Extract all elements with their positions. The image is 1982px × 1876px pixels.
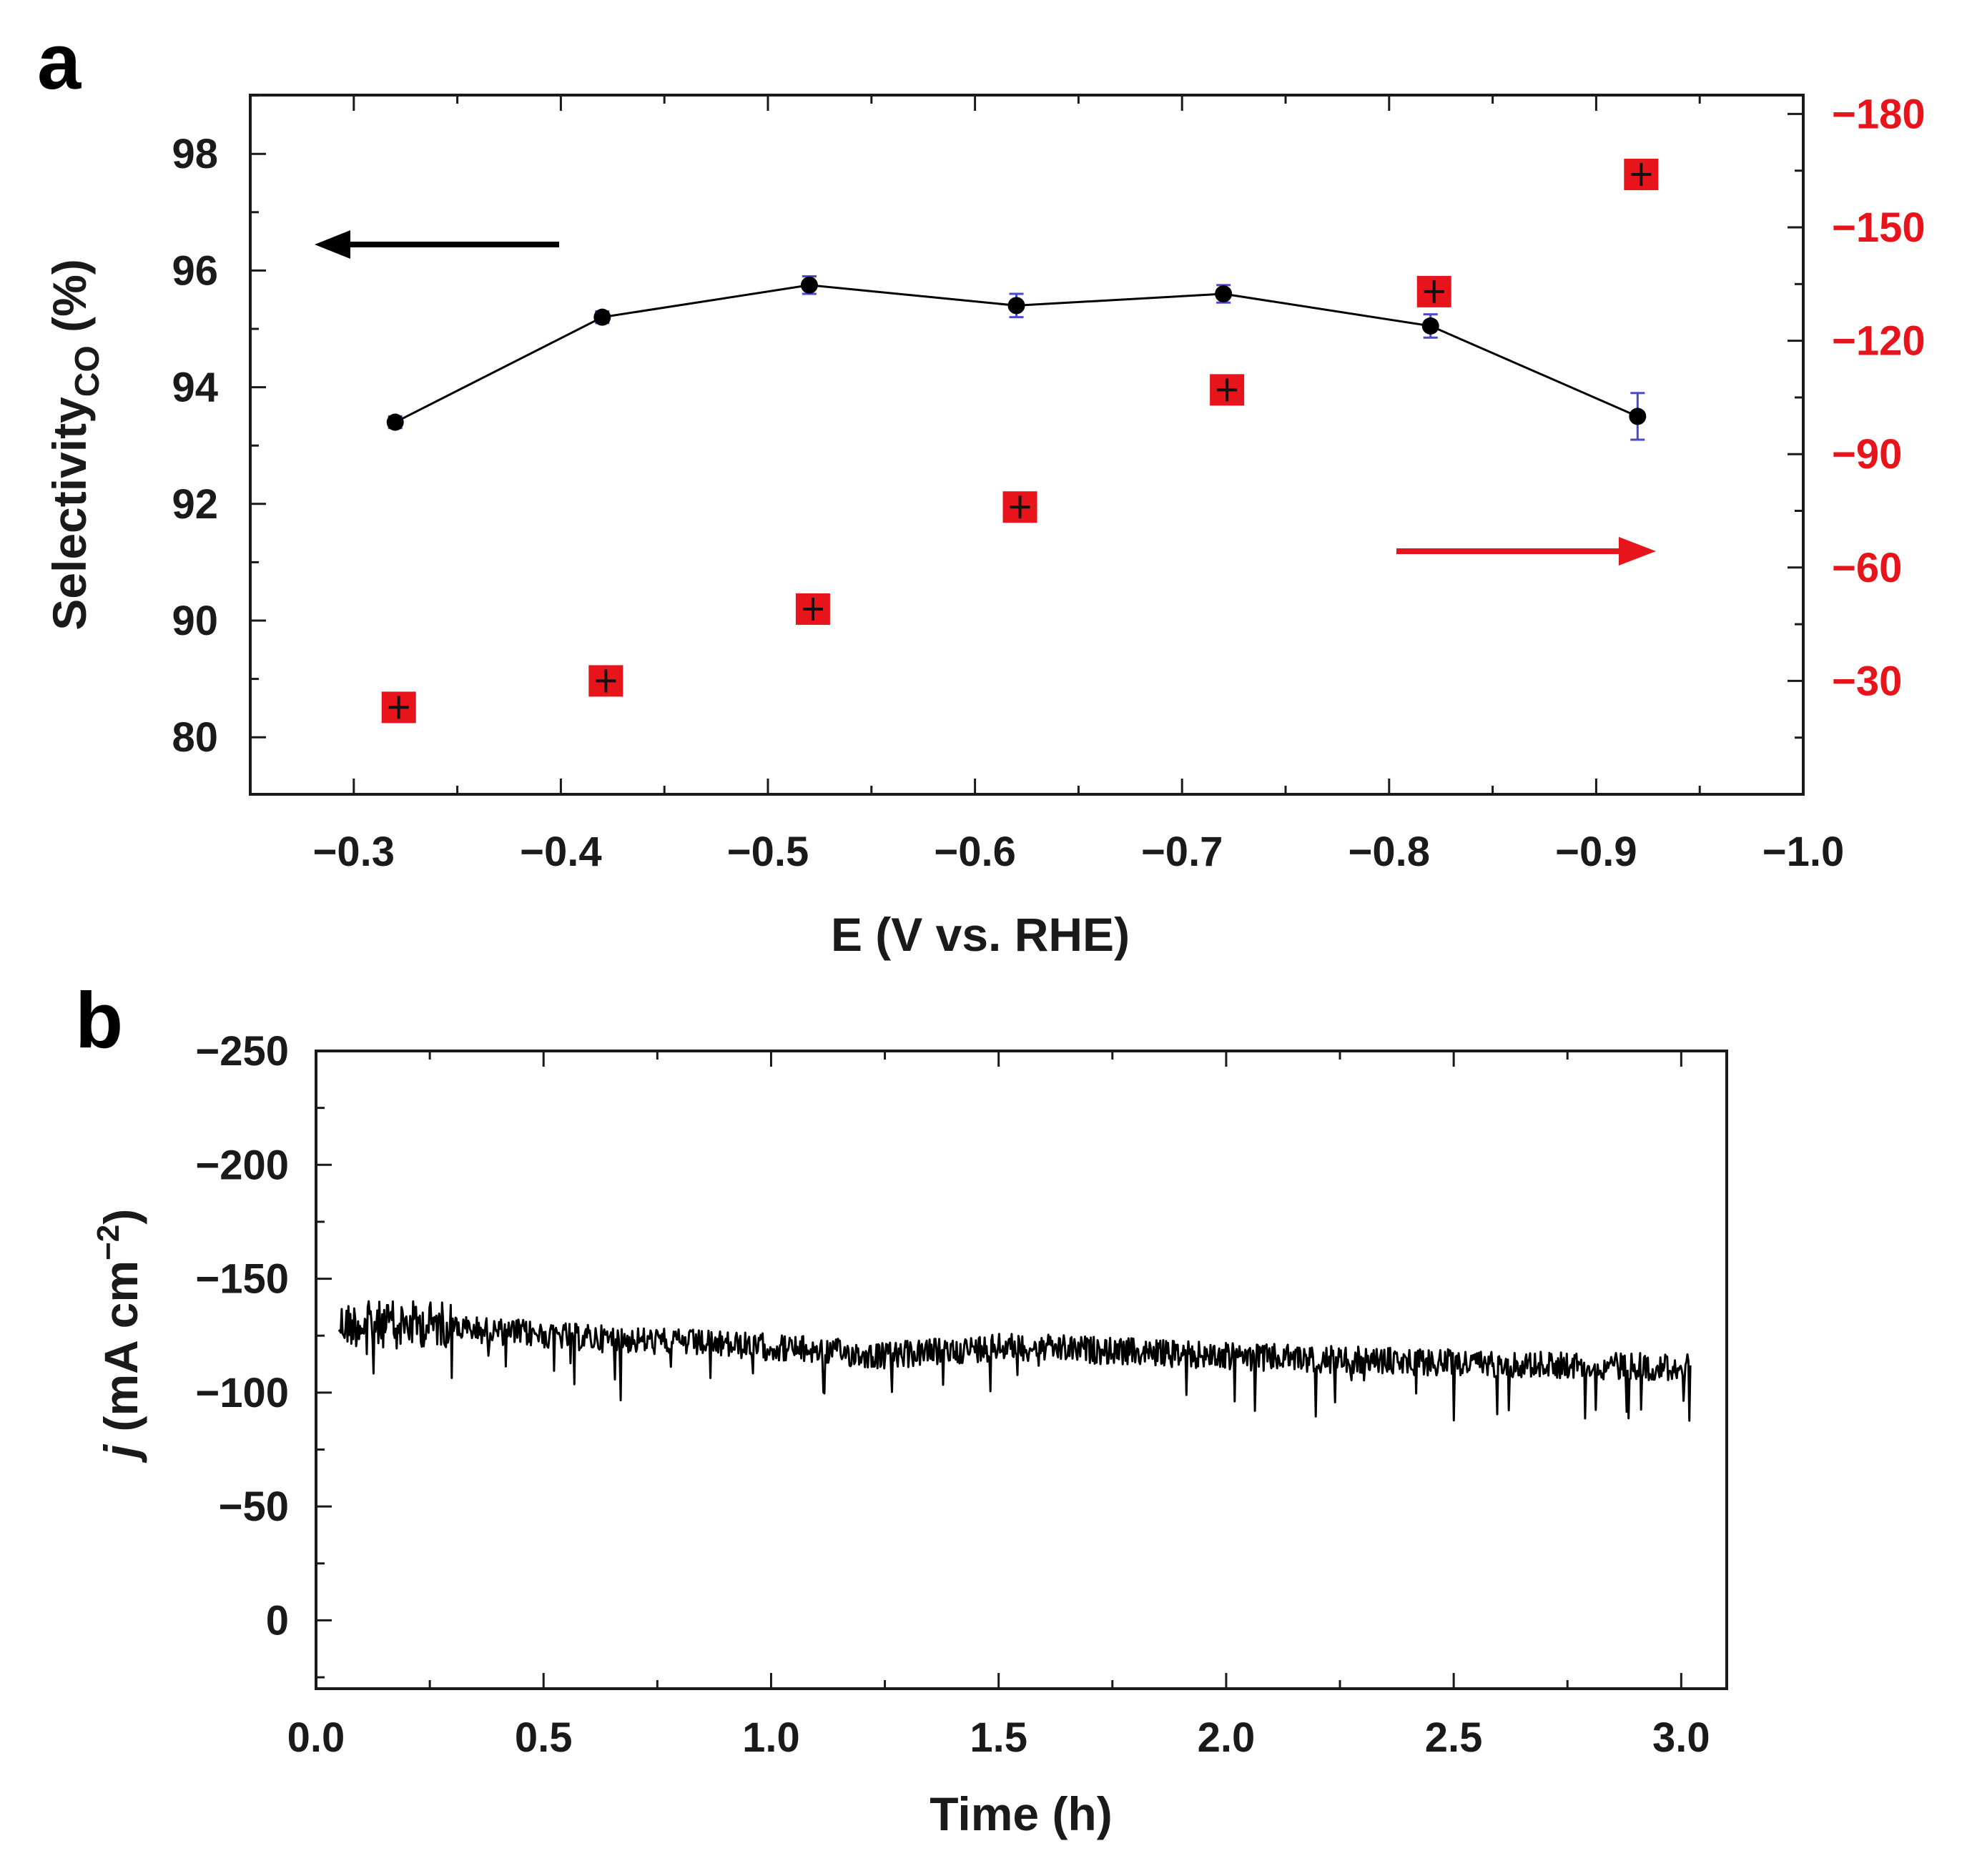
selectivity-point bbox=[1007, 297, 1025, 315]
x-tick-label: −0.4 bbox=[520, 829, 602, 875]
selectivity-point bbox=[800, 276, 818, 294]
x-tick-label: 2.0 bbox=[1198, 1714, 1256, 1761]
x-tick-label: 3.0 bbox=[1652, 1714, 1710, 1761]
panel-b-current-trace bbox=[337, 1300, 1692, 1422]
panel-a-frame bbox=[249, 94, 1805, 796]
selectivity-point bbox=[1421, 317, 1439, 335]
x-tick-label: −0.5 bbox=[727, 829, 809, 875]
x-tick-label: 1.5 bbox=[970, 1714, 1027, 1761]
panel-b-y-axis-title: j (mA cm−2) bbox=[91, 1209, 147, 1463]
right-tick-label: −90 bbox=[1832, 431, 1902, 478]
right-tick-label: −180 bbox=[1832, 91, 1926, 137]
panel-b-x-ticks: 0.0 0.5 1.0 1.5 2.0 2.5 3.0 bbox=[287, 1051, 1710, 1761]
left-tick-label: 94 bbox=[172, 365, 218, 411]
panel-a-chart: −0.3 −0.4 −0.5 −0.6 −0.7 −0.8 −0.9 −1.0 80 90 92 9… bbox=[43, 91, 1926, 961]
panel-b-y-ticks: −250 −200 −150 −100 −50 0 bbox=[195, 1028, 332, 1679]
x-tick-label: 0.5 bbox=[515, 1714, 573, 1761]
x-tick-label: −0.8 bbox=[1349, 829, 1431, 875]
x-tick-label: −0.6 bbox=[934, 829, 1016, 875]
panel-b-chart: 0.0 0.5 1.0 1.5 2.0 2.5 3.0 −250 −200 −150 −100 −5… bbox=[91, 1028, 1728, 1840]
panel-a-y-axis-title: SelectivityCO (%) bbox=[43, 259, 107, 631]
selectivity-point bbox=[1629, 408, 1647, 425]
y-tick-label: −100 bbox=[195, 1370, 289, 1416]
panel-a-left-ticks: 80 90 92 94 96 98 bbox=[172, 94, 266, 761]
selectivity-point bbox=[386, 413, 404, 431]
selectivity-point bbox=[593, 308, 611, 326]
x-tick-label: 1.0 bbox=[742, 1714, 800, 1761]
panel-a-selectivity-series bbox=[386, 275, 1647, 441]
panel-b-x-axis-title: Time (h) bbox=[930, 1787, 1112, 1840]
x-tick-label: −1.0 bbox=[1762, 829, 1845, 875]
left-tick-label: 98 bbox=[172, 131, 218, 177]
y-tick-label: 0 bbox=[266, 1597, 289, 1644]
y-tick-label: −250 bbox=[195, 1028, 289, 1075]
y-tick-label: −150 bbox=[195, 1256, 289, 1303]
x-tick-label: −0.9 bbox=[1555, 829, 1637, 875]
left-tick-label: 92 bbox=[172, 481, 218, 528]
panel-b-frame bbox=[315, 1050, 1728, 1690]
x-tick-label: 2.5 bbox=[1425, 1714, 1483, 1761]
left-tick-label: 90 bbox=[172, 598, 218, 644]
right-tick-label: −60 bbox=[1832, 545, 1902, 591]
panel-a-axis-arrows bbox=[315, 230, 1656, 566]
left-tick-label: 96 bbox=[172, 247, 218, 294]
right-tick-label: −150 bbox=[1832, 204, 1926, 251]
y-tick-label: −50 bbox=[219, 1483, 289, 1530]
left-tick-label: 80 bbox=[172, 714, 218, 761]
x-tick-label: −0.7 bbox=[1141, 829, 1223, 875]
panel-a-x-axis-title: E (V vs. RHE) bbox=[831, 908, 1130, 961]
panel-a-current-series bbox=[381, 159, 1659, 724]
right-tick-label: −30 bbox=[1832, 658, 1902, 704]
left-axis-arrow-head bbox=[315, 230, 350, 259]
x-tick-label: −0.3 bbox=[313, 829, 395, 875]
right-tick-label: −120 bbox=[1832, 318, 1926, 365]
x-tick-label: 0.0 bbox=[287, 1714, 345, 1761]
y-tick-label: −200 bbox=[195, 1142, 289, 1188]
panel-label-b: b bbox=[75, 977, 123, 1065]
panel-a-x-ticks: −0.3 −0.4 −0.5 −0.6 −0.7 −0.8 −0.9 −1.0 bbox=[249, 95, 1845, 875]
panel-a-right-ticks: −30 −60 −90 −120 −150 −180 bbox=[1788, 91, 1926, 739]
selectivity-point bbox=[1215, 285, 1233, 303]
panel-label-a: a bbox=[37, 18, 82, 106]
right-axis-arrow-head bbox=[1619, 537, 1656, 566]
